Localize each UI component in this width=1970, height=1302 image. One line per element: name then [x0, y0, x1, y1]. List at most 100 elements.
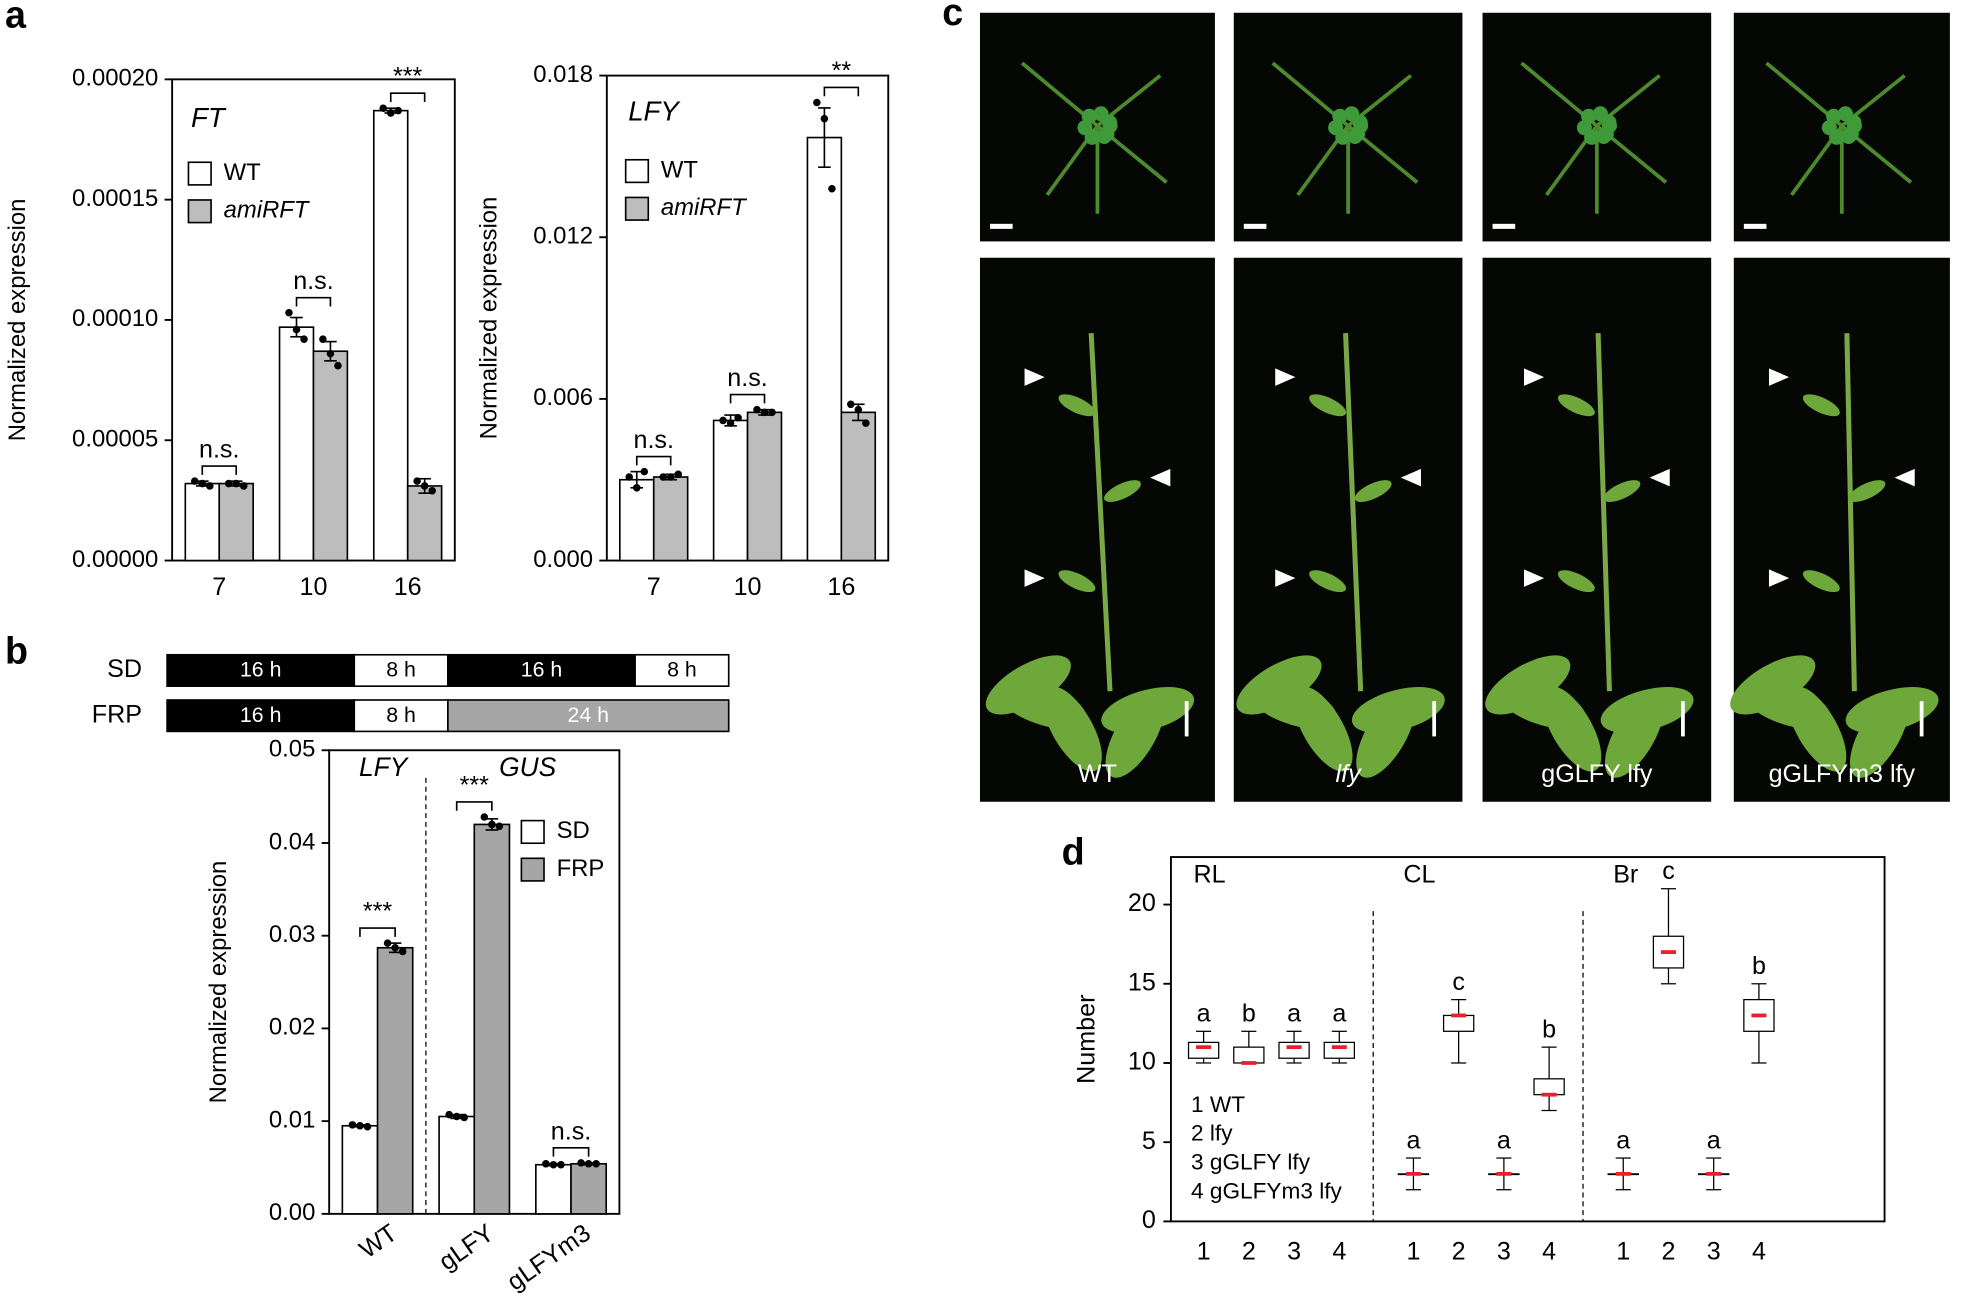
legend-label: SD: [557, 817, 590, 844]
bar: [746, 411, 783, 562]
x-tick-label: 3: [1497, 1237, 1511, 1265]
bar: [341, 1124, 379, 1215]
scale-bar: [1432, 701, 1437, 737]
arrowhead: [1024, 569, 1045, 587]
rosette-leaf: [1236, 655, 1322, 715]
data-point: [190, 477, 199, 485]
data-point: [198, 479, 207, 488]
arrowhead: [1523, 368, 1545, 386]
data-point: [206, 482, 214, 490]
legend-entry: 4 gGLFYm3 lfy: [1191, 1178, 1342, 1203]
cauline-leaf: [1058, 570, 1096, 593]
data-point: [719, 416, 727, 425]
schedule-label: 16 h: [240, 703, 282, 727]
y-tick-label: 0.00015: [72, 185, 158, 212]
arrowhead: [1275, 368, 1296, 386]
data-point: [326, 349, 335, 358]
significance-letter: a: [1616, 1126, 1630, 1154]
data-point: [391, 943, 399, 952]
schedule-segment: [447, 699, 730, 733]
y-tick-label: 20: [1128, 889, 1156, 917]
data-point: [584, 1160, 593, 1168]
significance-letter: b: [1752, 952, 1766, 980]
scale-bar: [1243, 223, 1267, 229]
legend-swatch: [187, 199, 212, 224]
significance-bracket: [823, 86, 860, 97]
significance-letter: a: [1332, 1000, 1346, 1028]
y-axis-label: Normalized expression: [4, 199, 31, 442]
bar: [184, 482, 221, 562]
arrowhead: [1024, 368, 1045, 386]
data-point: [232, 479, 240, 488]
legend-swatch: [520, 857, 545, 882]
rosette-leaf: [1356, 692, 1416, 778]
data-point: [854, 405, 863, 414]
bud: [1581, 108, 1597, 124]
x-tick-label: 7: [212, 573, 226, 601]
data-point: [379, 104, 387, 112]
bar: [218, 482, 254, 562]
significance-letter: a: [1197, 1000, 1211, 1028]
arrowhead: [1275, 569, 1296, 587]
photo-label: WT: [1078, 760, 1117, 788]
y-axis-label: Normalized expression: [205, 861, 232, 1104]
significance-label: **: [832, 57, 852, 85]
data-point: [549, 1160, 558, 1169]
data-point: [239, 482, 248, 490]
y-tick-label: 0.00010: [72, 305, 158, 332]
photo-label: gGLFY lfy: [1541, 760, 1653, 788]
schedule-row-label: FRP: [92, 700, 142, 728]
scale-bar: [1919, 701, 1924, 737]
schedule-segment: [353, 699, 449, 733]
cauline-leaf: [1354, 480, 1392, 502]
panel-letter: d: [1062, 830, 1085, 872]
rosette-leaf: [1042, 686, 1102, 772]
rosette-leaf: [1605, 692, 1665, 778]
significance-bracket: [201, 465, 238, 475]
data-point: [452, 1112, 461, 1121]
data-point: [428, 486, 436, 495]
panel-letter: b: [5, 629, 28, 671]
arrowhead: [1768, 368, 1790, 386]
legend-swatch: [624, 158, 650, 184]
cauline-leaf: [1557, 394, 1595, 417]
bud: [1846, 114, 1862, 130]
significance-bracket: [295, 296, 332, 307]
data-point: [363, 1122, 372, 1131]
group-label: RL: [1194, 861, 1226, 889]
cauline-leaf: [1309, 394, 1347, 417]
box: [1743, 998, 1775, 1032]
schedule-label: 24 h: [568, 703, 610, 727]
significance-letter: a: [1497, 1126, 1511, 1154]
gene-label: FT: [191, 102, 227, 133]
legend-swatch: [520, 819, 545, 845]
data-point: [398, 947, 407, 956]
y-tick-label: 0.02: [269, 1014, 315, 1041]
data-point: [674, 470, 683, 479]
panel-letter: c: [942, 0, 963, 33]
scale-bar: [1184, 701, 1189, 737]
data-point: [813, 98, 821, 107]
significance-bracket: [635, 455, 672, 466]
photo-label: lfy: [1336, 760, 1363, 788]
bar: [806, 136, 843, 562]
arrowhead: [1768, 569, 1790, 587]
rosette-leaf: [1787, 686, 1847, 772]
box: [1278, 1041, 1310, 1059]
bar: [372, 109, 409, 562]
rosette-leaf: [1105, 692, 1165, 778]
y-tick-label: 5: [1142, 1127, 1156, 1155]
group-label: Br: [1613, 861, 1638, 889]
bud: [1826, 108, 1842, 124]
stem: [1595, 333, 1612, 692]
box: [1187, 1041, 1220, 1059]
bud: [1099, 126, 1115, 142]
data-point: [356, 1122, 364, 1130]
rosette-leaf: [1293, 686, 1353, 772]
data-point: [820, 114, 829, 123]
data-point: [488, 820, 496, 829]
data-point: [828, 184, 836, 193]
schedule-segment: [166, 699, 356, 733]
x-tick-label: WT: [354, 1219, 402, 1264]
bud: [1601, 114, 1617, 130]
